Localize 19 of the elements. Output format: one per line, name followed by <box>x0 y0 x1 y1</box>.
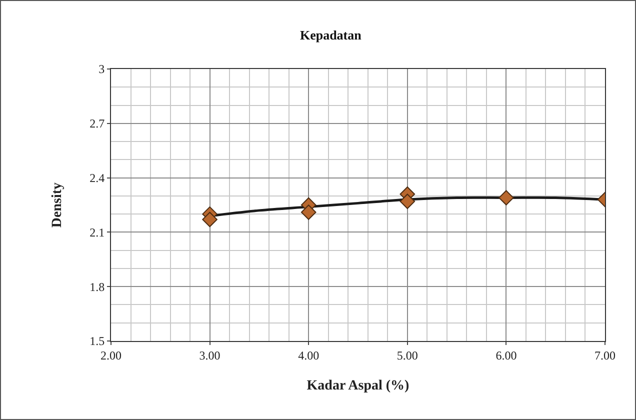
x-axis-title: Kadar Aspal (%) <box>306 378 410 394</box>
point <box>400 194 416 210</box>
x-tick-label: 2.00 <box>100 348 122 362</box>
x-tick-label: 3.00 <box>199 348 220 362</box>
x-tick-label: 7.00 <box>594 348 616 362</box>
y-tick-label: 1.5 <box>90 334 105 348</box>
chart-title: Kepadatan <box>300 27 362 42</box>
y-tick-label: 2.7 <box>90 116 105 131</box>
y-tick-label: 2.4 <box>90 171 105 185</box>
x-tick-label: 4.00 <box>298 348 320 362</box>
x-tick-label: 6.00 <box>496 348 517 362</box>
x-tick-label: 5.00 <box>396 348 418 362</box>
point <box>498 190 514 206</box>
y-axis-title: Density <box>50 182 66 228</box>
y-tick-label: 3 <box>98 62 105 76</box>
y-tick-label: 1.8 <box>90 280 105 294</box>
y-tick-label: 2.1 <box>90 225 105 240</box>
point <box>202 212 218 228</box>
point <box>300 204 316 220</box>
